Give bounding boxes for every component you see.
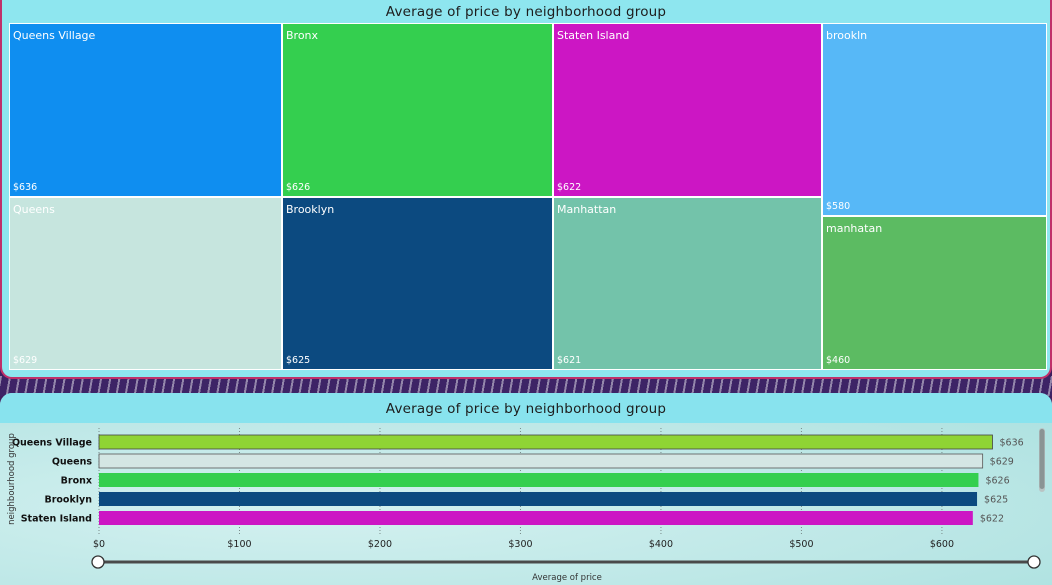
treemap-tile-value: $460 [826, 355, 851, 366]
treemap-tile-label: Brooklyn [286, 203, 335, 216]
x-tick-label: $500 [789, 539, 813, 550]
range-slider-end-handle[interactable] [1027, 555, 1041, 569]
treemap-tile-value: $580 [826, 201, 851, 212]
treemap-tile-queens[interactable]: Queens $629 [9, 197, 282, 370]
treemap-tile-manhattan[interactable]: Manhattan $621 [553, 197, 822, 370]
y-tick-label: Staten Island [21, 514, 92, 525]
y-tick-label: Brooklyn [44, 495, 92, 506]
treemap-tile-brooklyn[interactable]: Brooklyn $625 [282, 197, 553, 370]
treemap-tile-label: Manhattan [557, 203, 617, 216]
treemap-tile-value: $626 [286, 182, 311, 193]
y-tick-label: Queens Village [12, 438, 92, 449]
treemap-tile-label: Queens [13, 203, 55, 216]
x-tick-label: $100 [227, 539, 251, 550]
bar-value-label: $622 [980, 514, 1004, 525]
bar-value-label: $636 [999, 438, 1023, 449]
treemap-tile-value: $622 [557, 182, 582, 193]
x-tick-label: $200 [368, 539, 392, 550]
treemap-title: Average of price by neighborhood group [385, 4, 667, 20]
bar-chart-panel: Average of price by neighborhood group $… [0, 393, 1052, 585]
bar-queens-village[interactable] [98, 434, 993, 450]
bar-value-label: $629 [990, 457, 1014, 468]
bar-bronx[interactable] [99, 473, 979, 487]
treemap-tile-label: brookln [826, 29, 868, 42]
bar-queens[interactable] [98, 453, 984, 469]
bar-chart: $0 $100 $200 $300 $400 $500 $600 Queens Village… [7, 428, 1045, 583]
x-axis-title: Average of price [532, 573, 602, 583]
treemap-panel: Average of price by neighborhood group Q… [0, 0, 1052, 379]
vertical-scrollbar-thumb[interactable] [1039, 429, 1045, 489]
y-tick-label: Queens [52, 457, 92, 468]
y-axis-title: neighbourhood group [7, 433, 17, 525]
treemap-tile-value: $625 [286, 355, 311, 366]
treemap-tile-brookln[interactable]: brookln $580 [822, 23, 1047, 216]
treemap-tile-value: $629 [13, 355, 38, 366]
x-tick-label: $300 [508, 539, 532, 550]
bar-brooklyn[interactable] [99, 492, 978, 506]
treemap-tile-value: $621 [557, 355, 582, 366]
treemap-tile-queens-village[interactable]: Queens Village $636 [9, 23, 282, 197]
y-tick-label: Bronx [61, 476, 92, 487]
treemap-tile-manhatan[interactable]: manhatan $460 [822, 216, 1047, 370]
bar-staten-island[interactable] [99, 511, 973, 525]
x-tick-label: $600 [930, 539, 954, 550]
x-tick-label: $400 [649, 539, 673, 550]
range-slider-start-handle[interactable] [91, 555, 105, 569]
treemap-tile-label: Queens Village [13, 29, 96, 42]
treemap-tile-staten-island[interactable]: Staten Island $622 [553, 23, 822, 197]
bar-chart-title: Average of price by neighborhood group [385, 401, 667, 417]
treemap-tile-label: manhatan [826, 222, 883, 235]
treemap-tile-value: $636 [13, 182, 38, 193]
background-strip [0, 376, 1052, 396]
treemap-tile-label: Staten Island [557, 29, 630, 42]
bar-chart-title-bar [0, 393, 1052, 423]
x-tick-label: $0 [93, 539, 105, 550]
bar-value-label: $626 [985, 476, 1009, 487]
treemap-tile-bronx[interactable]: Bronx $626 [282, 23, 553, 197]
treemap-tile-label: Bronx [286, 29, 319, 42]
bar-value-label: $625 [984, 495, 1008, 506]
